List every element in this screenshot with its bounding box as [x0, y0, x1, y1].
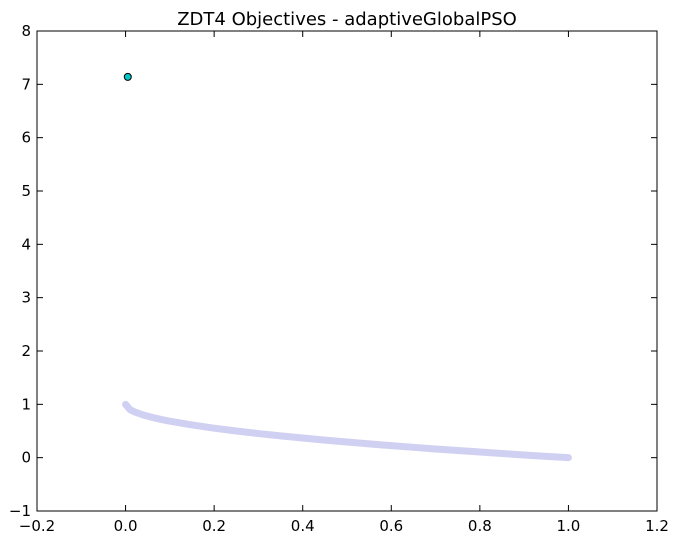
- y-tick-label: 4: [21, 235, 31, 253]
- y-tick-label: 7: [21, 75, 31, 93]
- x-tick-label: 1.2: [645, 517, 669, 535]
- plot-area: [36, 30, 658, 512]
- y-tick-label: 6: [21, 129, 31, 147]
- x-tick-label: −0.2: [19, 517, 55, 535]
- y-tick-label: 5: [21, 182, 31, 200]
- y-tick-label: 2: [21, 342, 31, 360]
- x-tick-label: 0.4: [291, 517, 315, 535]
- y-tick-label: 1: [21, 395, 31, 413]
- x-tick-label: 0.0: [114, 517, 138, 535]
- solution-point: [123, 72, 132, 81]
- y-tick-label: 3: [21, 289, 31, 307]
- x-tick-label: 1.0: [556, 517, 580, 535]
- x-tick-label: 0.6: [379, 517, 403, 535]
- front-line: [122, 400, 572, 462]
- x-tick-label: 0.8: [468, 517, 492, 535]
- x-tick-label: 0.2: [202, 517, 226, 535]
- y-tick-label: −1: [9, 502, 31, 520]
- axis-ticks: −0.2 0.0 0.2 0.4 0.6 0.8 1.0 1.2 −1 0 1 2 3 4 5 6 7 8: [9, 22, 669, 535]
- y-tick-label: 0: [21, 449, 31, 467]
- y-tick-label: 8: [21, 22, 31, 40]
- solution-points: [123, 72, 132, 81]
- reference-front: [122, 400, 572, 462]
- chart-title: ZDT4 Objectives - adaptiveGlobalPSO: [177, 9, 517, 30]
